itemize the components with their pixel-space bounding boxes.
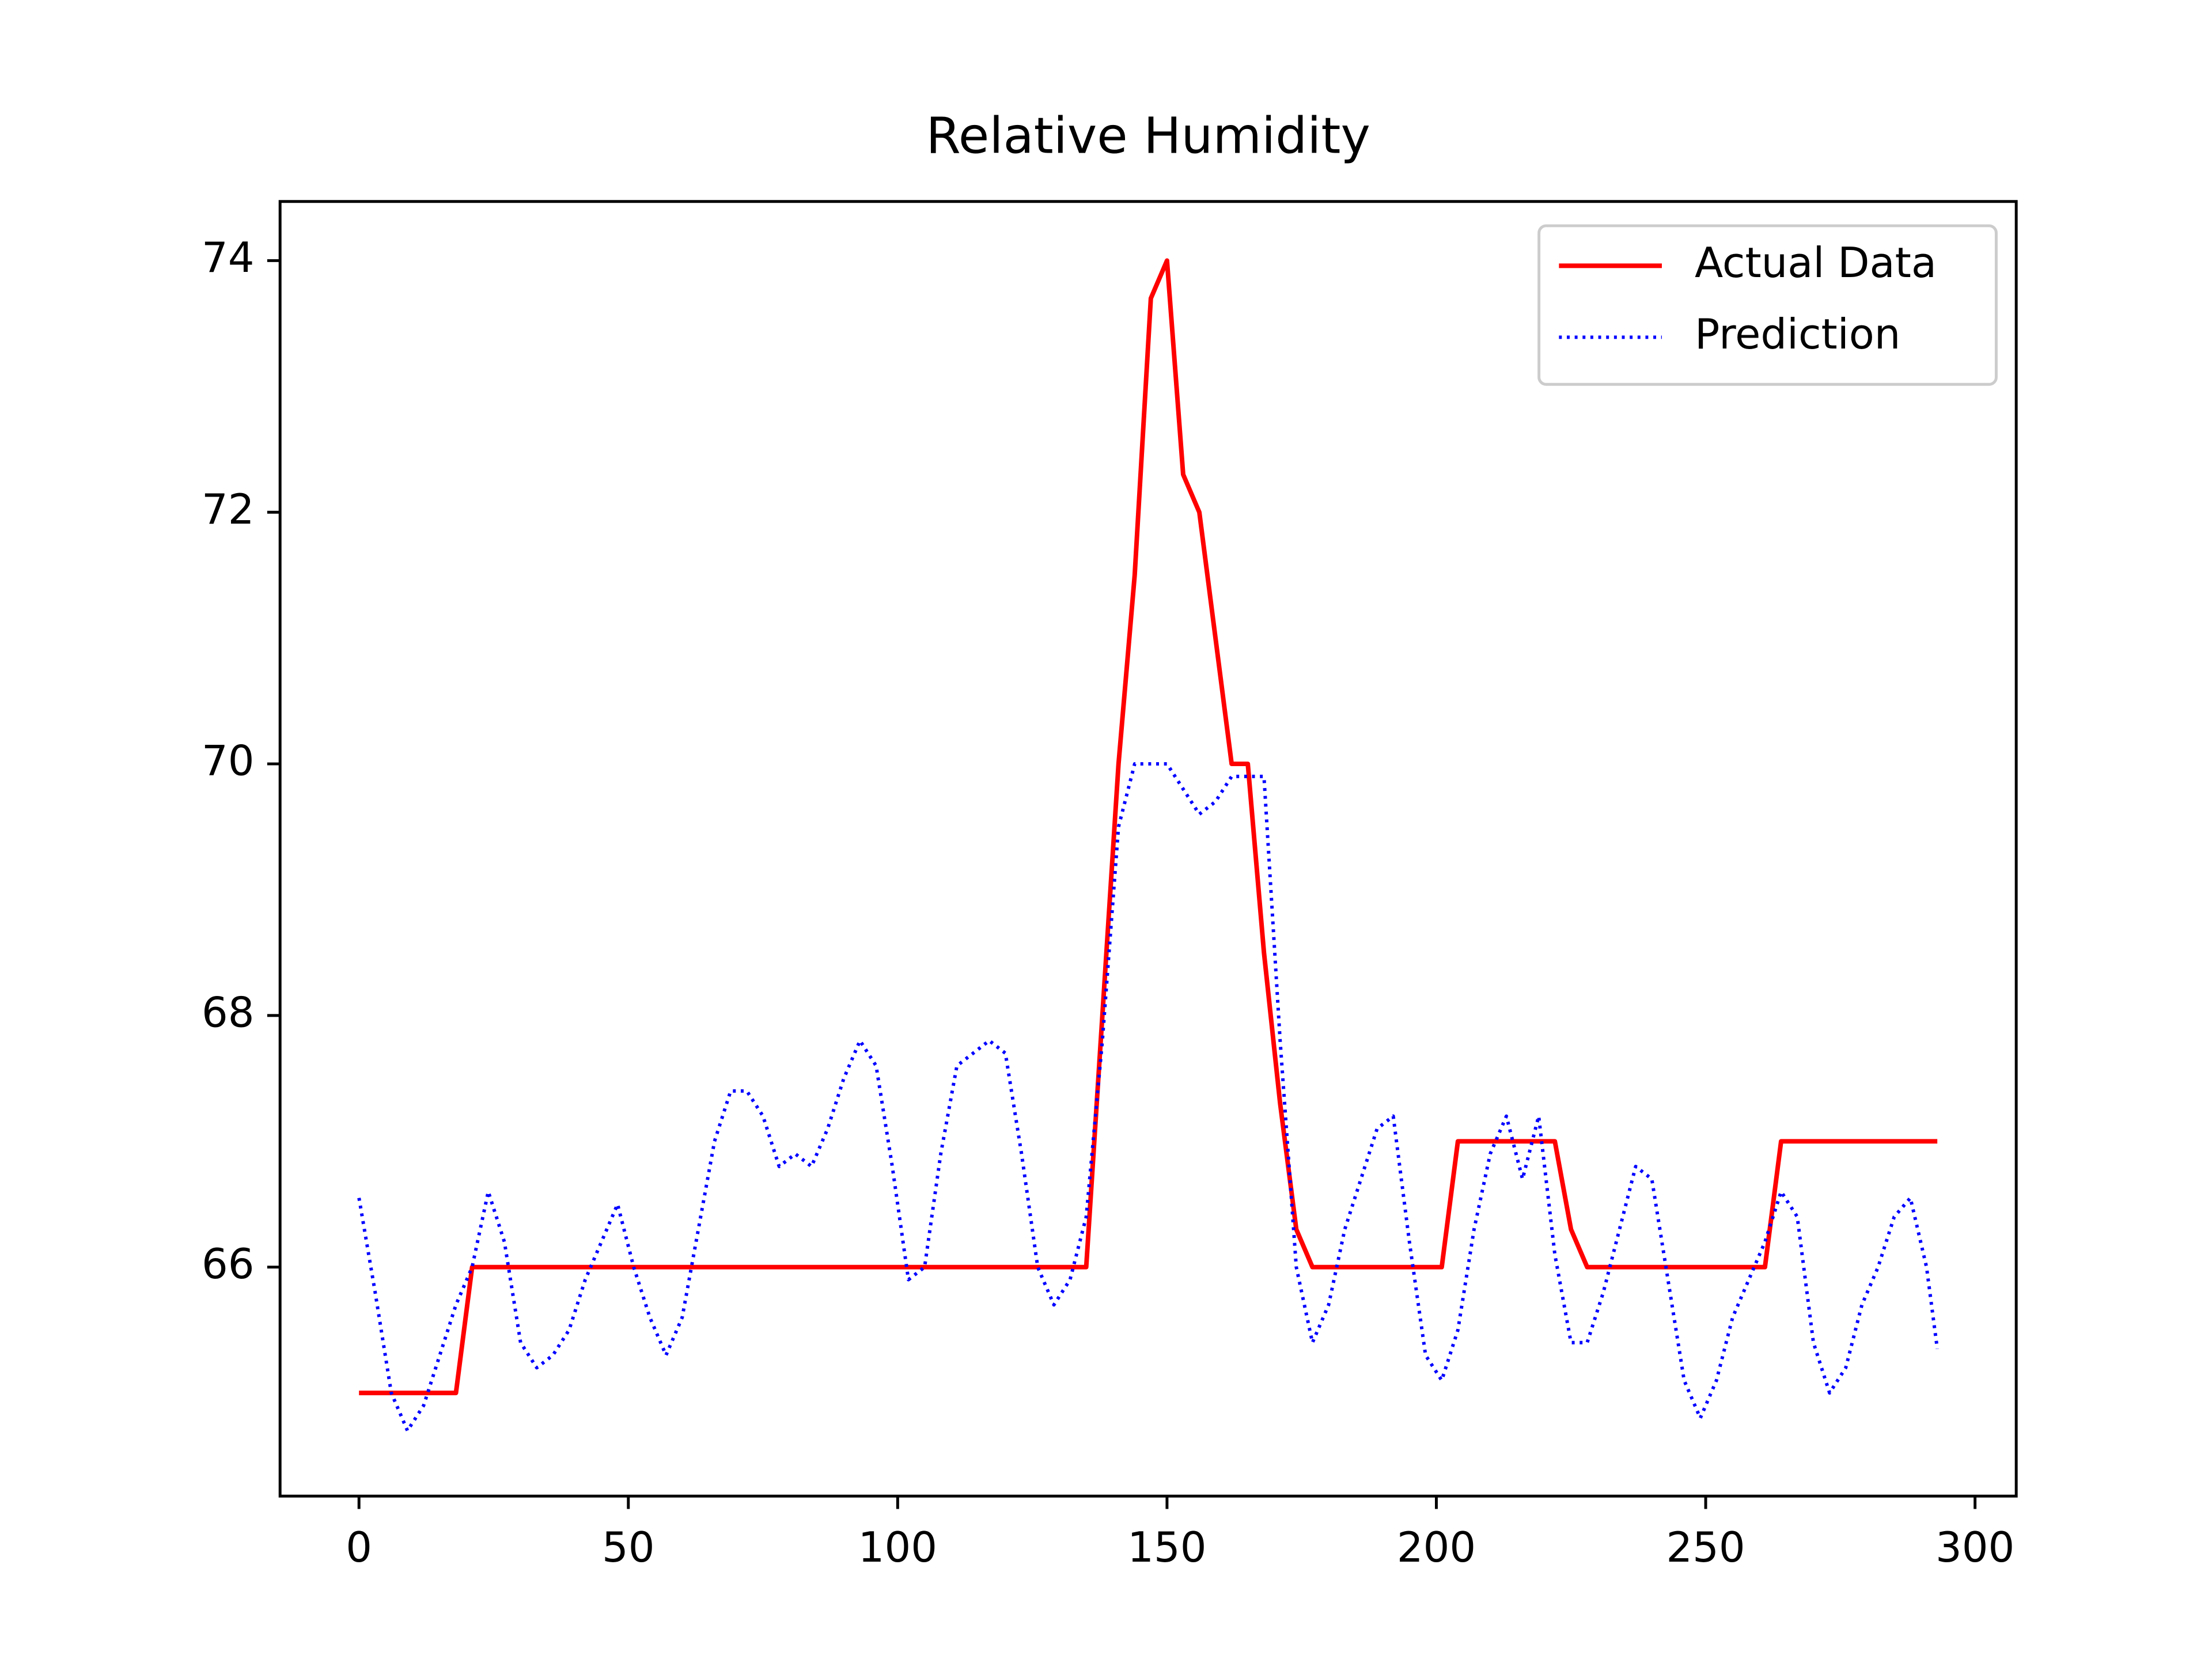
x-tick-label: 50 <box>602 1523 655 1571</box>
x-tick-label: 0 <box>346 1523 372 1571</box>
x-tick-label: 300 <box>1936 1523 2014 1571</box>
series-line <box>359 258 1938 1396</box>
y-tick-label: 74 <box>202 233 255 282</box>
y-tick-label: 70 <box>202 737 255 785</box>
y-tick-label: 72 <box>202 485 255 533</box>
x-tick-label: 200 <box>1397 1523 1476 1571</box>
chart-title: Relative Humidity <box>926 107 1370 165</box>
x-tick-label: 100 <box>858 1523 937 1571</box>
x-tick-label: 150 <box>1127 1523 1206 1571</box>
y-tick-label: 68 <box>202 988 255 1036</box>
x-tick-label: 250 <box>1666 1523 1745 1571</box>
legend-label: Actual Data <box>1695 238 1937 287</box>
plot-frame <box>278 200 2018 1498</box>
y-tick-label: 66 <box>202 1240 255 1288</box>
legend-label: Prediction <box>1695 310 1900 358</box>
legend: Actual Data Prediction <box>1537 224 1998 386</box>
series-line <box>357 762 1940 1433</box>
